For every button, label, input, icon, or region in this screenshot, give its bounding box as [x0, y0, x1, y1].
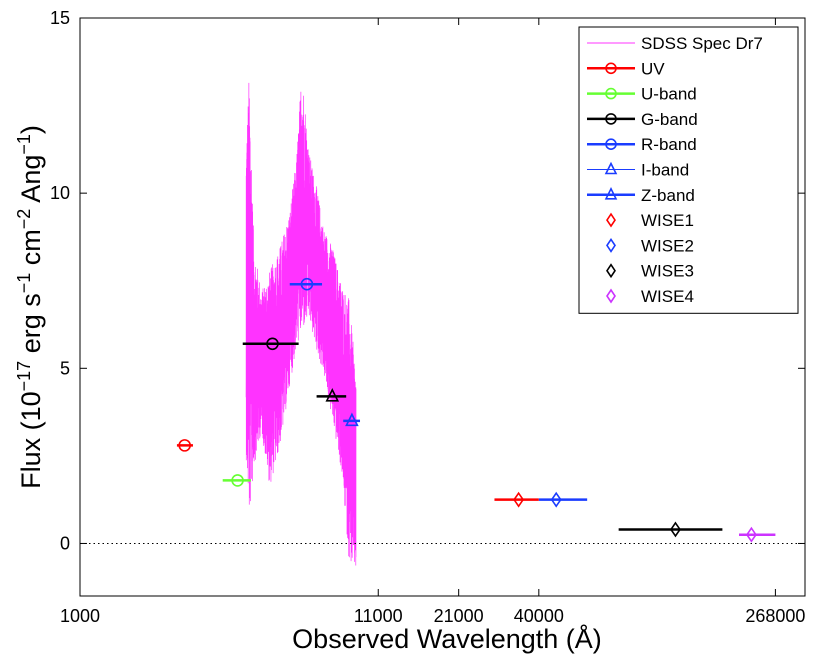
point-g-band — [266, 337, 279, 351]
legend-label: UV — [641, 59, 665, 78]
y-title-exponent: −2 — [14, 209, 34, 230]
series-wise1 — [494, 491, 539, 508]
legend-swatch-marker — [605, 62, 617, 75]
legend-swatch-marker — [606, 237, 616, 253]
y-tick-label: 15 — [50, 8, 70, 28]
legend-label: R-band — [641, 135, 697, 154]
x-tick-label: 21000 — [434, 606, 484, 626]
y-tick-labels: 0 5 10 15 — [50, 8, 70, 553]
series-uv — [176, 439, 193, 452]
legend-label: I-band — [641, 161, 689, 180]
series-r-band — [289, 277, 323, 291]
legend: SDSS Spec Dr7 UV U-band G-band R-band I-band Z… — [578, 26, 799, 314]
series-i-band — [316, 388, 347, 402]
photometry-layer — [176, 277, 776, 543]
legend-item-z-band: Z-band — [587, 186, 695, 205]
legend-item-wise3: WISE3 — [606, 262, 694, 281]
legend-label: U-band — [641, 85, 697, 104]
y-tick-label: 0 — [60, 533, 70, 553]
legend-label: WISE2 — [641, 236, 694, 255]
y-axis-title: Flux (10−17 erg s−1 cm−2 Ang−1) — [14, 125, 46, 489]
series-z-band — [343, 412, 361, 427]
legend-item-g-band: G-band — [587, 110, 698, 129]
legend-swatch-marker — [606, 263, 616, 279]
y-title-exponent: −17 — [14, 361, 34, 392]
legend-item-i-band: I-band — [587, 161, 689, 180]
plot-frame — [79, 17, 806, 597]
x-tick-label: 1000 — [60, 606, 100, 626]
point-r-band — [300, 277, 314, 291]
legend-item-u-band: U-band — [587, 85, 697, 104]
legend-label: WISE3 — [641, 262, 694, 281]
series-u-band — [222, 474, 251, 487]
y-tick-label: 5 — [60, 358, 70, 378]
x-tick-label: 40000 — [514, 606, 564, 626]
point-z-band — [345, 412, 359, 427]
spectrum-layer — [245, 82, 357, 566]
point-wise1 — [513, 491, 525, 508]
legend-label: SDSS Spec Dr7 — [641, 34, 763, 53]
series-wise4 — [739, 526, 776, 543]
series-g-band — [242, 337, 299, 351]
y-title-text: cm — [16, 229, 46, 273]
y-tick-label: 10 — [50, 183, 70, 203]
legend-swatch-marker — [606, 288, 616, 304]
series-wise2 — [538, 491, 588, 508]
y-title-exponent: −1 — [14, 134, 34, 155]
point-wise3 — [669, 521, 681, 538]
legend-item-uv: UV — [587, 59, 665, 78]
legend-label: G-band — [641, 110, 698, 129]
legend-box — [578, 26, 799, 314]
point-i-band — [325, 388, 340, 402]
x-axis-title: Observed Wavelength (Å) — [292, 623, 602, 654]
legend-swatch-marker — [605, 87, 617, 100]
x-tick-label: 268000 — [745, 606, 805, 626]
x-tick-labels: 1000 11000 21000 40000 268000 — [60, 606, 805, 626]
legend-item-sdss-spec-dr7: SDSS Spec Dr7 — [587, 34, 763, 53]
y-title-text: Ang — [16, 155, 46, 209]
legend-item-wise2: WISE2 — [606, 236, 694, 255]
legend-item-wise1: WISE1 — [606, 211, 694, 230]
y-title-text: ) — [16, 125, 46, 134]
legend-swatch-marker — [605, 113, 617, 125]
legend-swatch-marker — [606, 212, 616, 228]
point-wise4 — [745, 526, 757, 543]
point-uv — [178, 439, 191, 452]
legend-swatch-marker — [604, 161, 618, 175]
legend-label: WISE1 — [641, 211, 694, 230]
legend-swatch-marker — [604, 187, 618, 200]
y-title-exponent: −1 — [14, 273, 34, 294]
legend-item-r-band: R-band — [587, 135, 697, 154]
axis-ticks — [79, 17, 805, 596]
legend-item-wise4: WISE4 — [606, 287, 694, 306]
y-title-text: Flux (10 — [16, 391, 46, 489]
legend-swatch-marker — [605, 138, 617, 150]
legend-label: Z-band — [641, 186, 695, 205]
sdss-spectrum-line — [245, 82, 357, 566]
series-wise3 — [618, 521, 723, 538]
legend-label: WISE4 — [641, 287, 694, 306]
point-wise2 — [550, 491, 562, 508]
x-tick-label: 11000 — [354, 606, 403, 626]
y-title-text: erg s — [16, 293, 46, 361]
point-u-band — [231, 474, 244, 487]
